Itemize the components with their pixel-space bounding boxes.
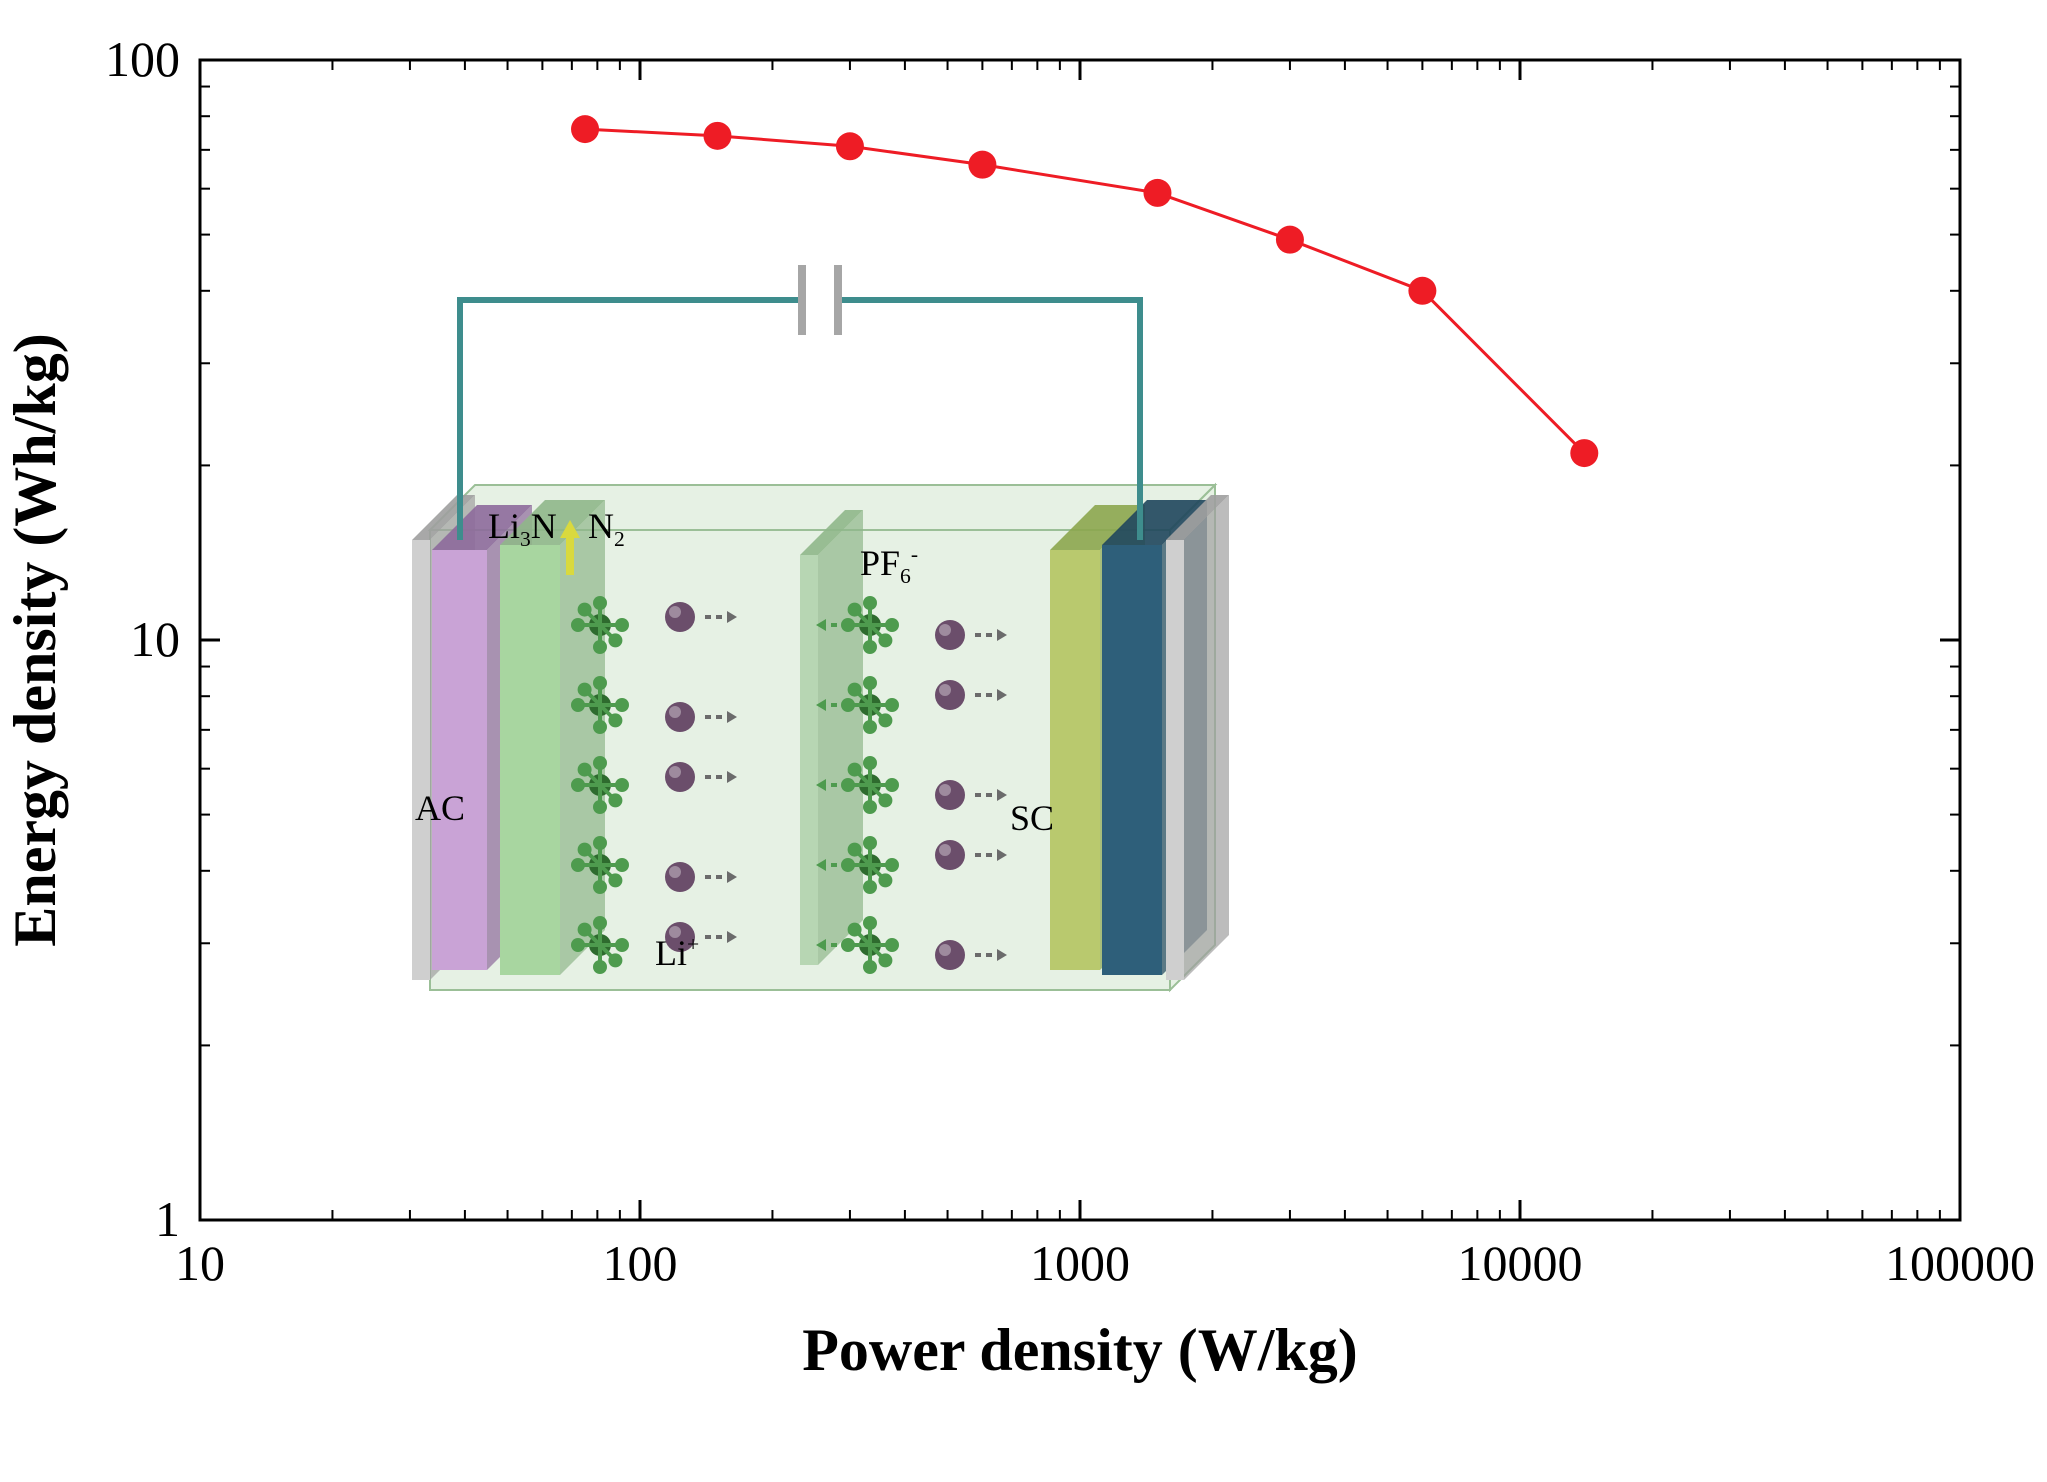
ac-label: AC [415,788,465,828]
cell-schematic: ACSCLi3NN2Li+PF6- [412,265,1229,990]
separator-center [800,510,863,965]
ragone-point [1276,226,1304,254]
li-ion [935,940,965,970]
ragone-point [703,122,731,150]
y-tick-label: 100 [105,31,180,87]
li-ion [935,620,965,650]
ragone-point [571,115,599,143]
li-ion [665,702,695,732]
separator-left [500,500,605,975]
ragone-point [836,132,864,160]
y-axis-label: Energy density (Wh/kg) [2,333,68,946]
ragone-point [1408,277,1436,305]
x-tick-label: 100000 [1885,1235,2035,1291]
x-axis-label: Power density (W/kg) [802,1317,1358,1383]
figure-svg: 10100100010000100000110100Power density … [0,0,2047,1477]
x-tick-label: 10 [175,1235,225,1291]
li-ion [935,780,965,810]
li-ion [935,680,965,710]
x-tick-label: 1000 [1030,1235,1130,1291]
x-tick-label: 10000 [1458,1235,1583,1291]
ragone-point [1143,179,1171,207]
sc-label: SC [1010,798,1054,838]
li-ion [665,762,695,792]
x-tick-label: 100 [603,1235,678,1291]
y-tick-label: 1 [155,1191,180,1247]
li-ion [935,840,965,870]
li-ion [665,862,695,892]
li-ion [665,602,695,632]
ragone-point [968,151,996,179]
y-tick-label: 10 [130,611,180,667]
ragone-point [1570,439,1598,467]
ragone-figure: 10100100010000100000110100Power density … [0,0,2047,1477]
